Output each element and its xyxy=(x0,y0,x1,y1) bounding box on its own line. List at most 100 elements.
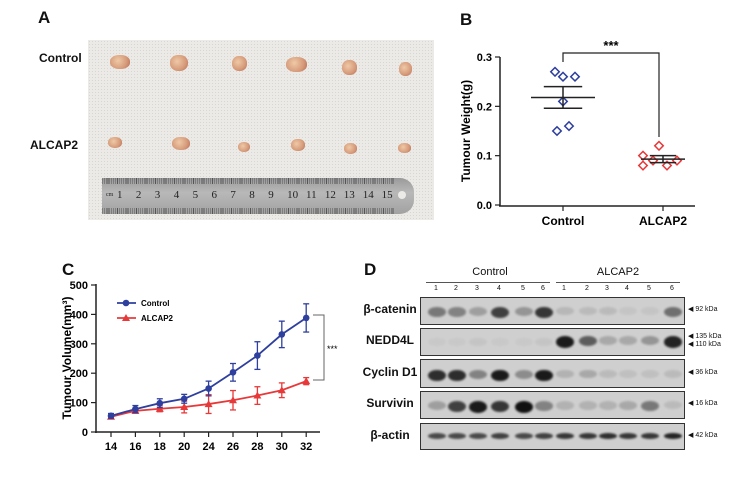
protein-band xyxy=(448,369,466,381)
c-data-point xyxy=(229,396,237,404)
protein-band xyxy=(469,432,487,439)
c-legend-label: ALCAP2 xyxy=(141,314,174,323)
c-significance-bracket xyxy=(313,314,325,381)
lane-number: 1 xyxy=(562,285,566,292)
protein-band xyxy=(448,338,466,346)
c-x-tick-label: 26 xyxy=(227,441,239,453)
protein-band xyxy=(535,369,553,382)
protein-band xyxy=(556,307,574,316)
lane-number: 3 xyxy=(475,285,479,292)
protein-band xyxy=(469,401,487,413)
c-data-point xyxy=(254,352,261,359)
b-significance-bracket xyxy=(562,52,660,137)
c-x-tick-label: 18 xyxy=(154,441,166,453)
tumour xyxy=(344,143,357,154)
b-y-tick-label: 0.2 xyxy=(477,101,492,113)
protein-band xyxy=(599,369,617,378)
ruler-number: 3 xyxy=(154,189,161,201)
protein-band xyxy=(428,307,446,317)
c-data-point xyxy=(204,400,213,408)
c-x-tick-label: 24 xyxy=(202,441,215,453)
kda-marker: ◀ 135 kDa xyxy=(688,333,722,340)
lane-number: 5 xyxy=(521,285,525,292)
protein-band xyxy=(641,336,659,346)
lane-number: 2 xyxy=(585,285,589,292)
protein-band xyxy=(579,336,597,347)
tumour xyxy=(291,139,305,151)
c-y-tick-label: 500 xyxy=(70,280,88,292)
c-legend-label: Control xyxy=(141,299,169,308)
protein-band xyxy=(491,369,509,382)
ruler: cm 1 2 3 4 5 6 7 8 9 10 11 12 13 14 15 xyxy=(102,178,414,214)
protein-band xyxy=(556,401,574,410)
ruler-number: 12 xyxy=(324,189,336,201)
protein-band xyxy=(619,336,637,345)
protein-band xyxy=(556,369,574,379)
tumour xyxy=(232,56,247,71)
c-y-tick-label: 200 xyxy=(70,368,88,380)
c-x-tick-label: 32 xyxy=(300,441,312,453)
c-data-point xyxy=(302,377,311,385)
b-data-point xyxy=(671,155,683,166)
c-data-point xyxy=(180,403,189,411)
ruler-number: 8 xyxy=(249,189,255,201)
protein-band xyxy=(535,307,553,319)
protein-band xyxy=(579,307,597,316)
c-data-point xyxy=(302,314,310,322)
group-label-alcap2: ALCAP2 xyxy=(596,266,640,278)
protein-band xyxy=(469,338,487,347)
kda-marker: ◀ 42 kDa xyxy=(688,431,718,439)
panel-label-d: D xyxy=(364,260,377,279)
kda-marker: ◀ 36 kDa xyxy=(688,368,718,376)
kda-marker: ◀ 92 kDa xyxy=(688,306,718,313)
protein-band xyxy=(599,401,617,410)
protein-band xyxy=(469,369,487,380)
protein-band xyxy=(641,307,659,316)
tumour xyxy=(342,60,357,75)
c-x-tick-label: 14 xyxy=(105,441,118,453)
protein-band xyxy=(515,307,533,317)
protein-band xyxy=(448,307,466,317)
panel-label-a: A xyxy=(38,8,51,27)
protein-band xyxy=(448,401,466,412)
blot-label: β-actin xyxy=(370,427,410,442)
lane-number: 3 xyxy=(605,285,609,292)
c-significance-label: *** xyxy=(327,344,338,354)
lane-number: 6 xyxy=(541,285,545,292)
protein-band xyxy=(664,336,682,348)
kda-marker: ◀ 16 kDa xyxy=(688,400,718,407)
c-x-tick-label: 20 xyxy=(178,441,190,453)
tumour xyxy=(170,55,188,71)
row-label-alcap2: ALCAP2 xyxy=(30,138,79,152)
protein-band xyxy=(428,432,446,439)
c-data-point xyxy=(156,399,164,407)
panel-label-c: C xyxy=(62,260,75,279)
protein-band xyxy=(579,369,597,379)
lane-number: 2 xyxy=(454,285,458,292)
row-label-control: Control xyxy=(39,51,82,65)
protein-band xyxy=(491,338,509,346)
b-x-tick-label: Control xyxy=(542,214,585,228)
protein-band xyxy=(428,401,446,410)
panel-label-b: B xyxy=(460,10,473,29)
c-y-tick-label: 100 xyxy=(70,398,88,410)
b-y-tick-label: 0.3 xyxy=(477,52,492,64)
c-legend-marker xyxy=(122,299,130,307)
protein-band xyxy=(619,307,637,316)
protein-band xyxy=(535,338,553,347)
b-data-point xyxy=(557,71,569,83)
tumour xyxy=(172,137,190,150)
protein-band xyxy=(515,369,533,379)
protein-band xyxy=(641,369,659,378)
b-data-point xyxy=(653,140,665,152)
c-y-tick-label: 0 xyxy=(82,427,88,439)
c-data-point xyxy=(107,412,115,420)
protein-band xyxy=(515,338,533,346)
protein-band xyxy=(599,432,617,439)
c-data-point xyxy=(229,369,237,376)
blot-label: NEDD4L xyxy=(365,333,414,347)
ruler-number: 5 xyxy=(192,189,199,201)
c-x-tick-label: 16 xyxy=(129,441,141,453)
protein-band xyxy=(469,307,487,316)
